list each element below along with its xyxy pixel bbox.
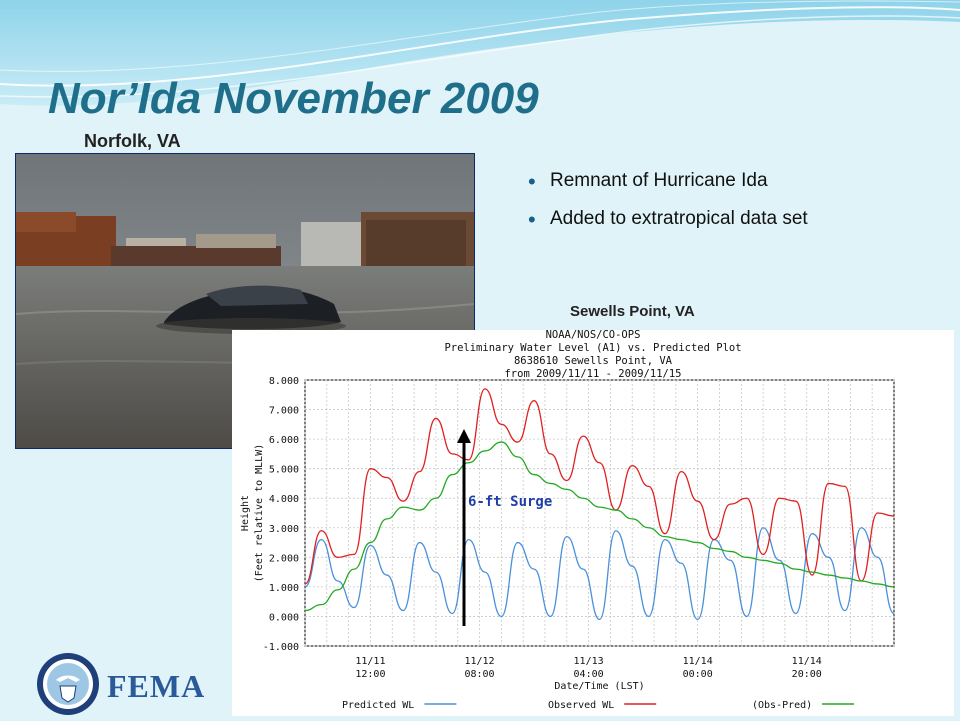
x-axis-label: Date/Time (LST) bbox=[554, 681, 644, 692]
y-tick-label: 7.000 bbox=[269, 406, 299, 417]
slide-title: Nor’Ida November 2009 bbox=[48, 74, 539, 123]
chart-title-line: from 2009/11/11 - 2009/11/15 bbox=[504, 368, 681, 380]
chart-title-line: NOAA/NOS/CO-OPS bbox=[546, 330, 641, 341]
photo-location-label: Norfolk, VA bbox=[84, 131, 181, 151]
y-tick-label: 2.000 bbox=[269, 553, 299, 564]
surge-arrow-head bbox=[457, 429, 471, 443]
bullet-list: Remnant of Hurricane Ida Added to extrat… bbox=[528, 169, 808, 246]
x-tick-label: 12:00 bbox=[355, 669, 385, 680]
x-tick-label: 11/14 bbox=[683, 656, 713, 667]
x-tick-label: 00:00 bbox=[683, 669, 713, 680]
series-line-predictedwl bbox=[304, 527, 895, 621]
legend-label: Predicted WL bbox=[342, 700, 414, 711]
surge-annotation: 6-ft Surge bbox=[468, 494, 552, 510]
y-tick-label: 5.000 bbox=[269, 465, 299, 476]
x-tick-label: 08:00 bbox=[464, 669, 494, 680]
plot-area bbox=[304, 379, 895, 647]
bullet-item: Remnant of Hurricane Ida bbox=[528, 169, 808, 195]
dhs-seal-icon bbox=[37, 653, 99, 715]
y-tick-label: 4.000 bbox=[269, 494, 299, 505]
chart-location-label: Sewells Point, VA bbox=[570, 303, 695, 320]
x-tick-label: 11/12 bbox=[464, 656, 494, 667]
legend-label: Observed WL bbox=[548, 700, 614, 711]
series-line-observedwl bbox=[304, 388, 895, 585]
chart-title-line: Preliminary Water Level (A1) vs. Predict… bbox=[444, 342, 741, 354]
x-tick-label: 04:00 bbox=[574, 669, 604, 680]
y-tick-label: 0.000 bbox=[269, 612, 299, 623]
y-axis-label: (Feet relative to MLLW) bbox=[254, 444, 265, 582]
y-tick-label: 1.000 bbox=[269, 583, 299, 594]
x-tick-label: 11/11 bbox=[355, 656, 385, 667]
series-line-obspred bbox=[304, 441, 895, 612]
chart-title-line: 8638610 Sewells Point, VA bbox=[514, 355, 673, 367]
y-tick-label: 8.000 bbox=[269, 376, 299, 387]
y-axis-label: Height bbox=[240, 495, 251, 531]
y-tick-label: 3.000 bbox=[269, 524, 299, 535]
y-tick-label: -1.000 bbox=[263, 642, 299, 653]
legend-label: (Obs-Pred) bbox=[752, 700, 812, 711]
fema-logo-text: FEMA bbox=[107, 668, 206, 704]
bullet-item: Added to extratropical data set bbox=[528, 207, 808, 233]
y-tick-label: 6.000 bbox=[269, 435, 299, 446]
water-level-chart: NOAA/NOS/CO-OPS Preliminary Water Level (… bbox=[232, 329, 954, 716]
x-tick-label: 11/13 bbox=[574, 656, 604, 667]
x-tick-label: 11/14 bbox=[792, 656, 822, 667]
x-tick-label: 20:00 bbox=[792, 669, 822, 680]
